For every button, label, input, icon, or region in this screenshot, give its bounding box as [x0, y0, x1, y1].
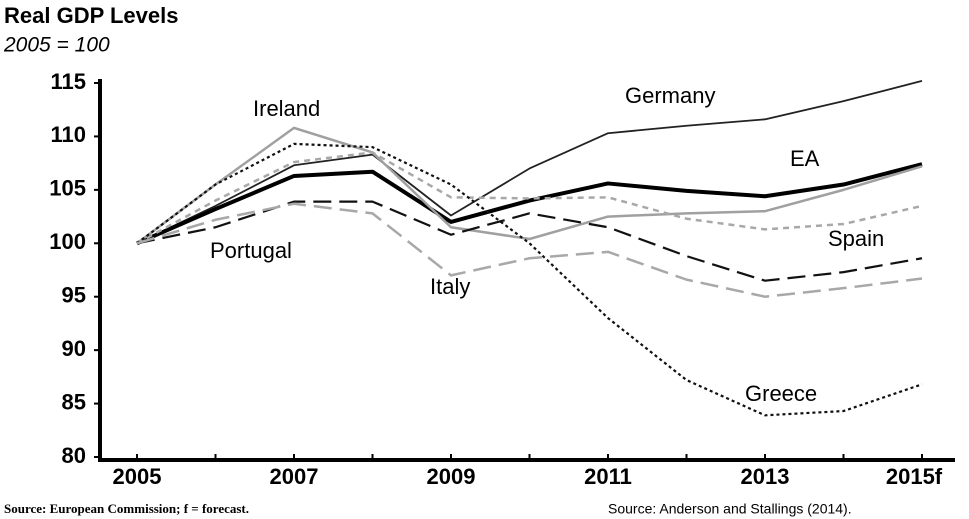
y-tick-label: 110 — [51, 122, 87, 147]
series-label: Germany — [625, 83, 715, 108]
y-tick-label: 100 — [49, 229, 86, 254]
x-tick-label: 2013 — [741, 464, 790, 489]
series-label: Italy — [430, 274, 470, 299]
series-label: EA — [790, 146, 820, 171]
series-label: Portugal — [210, 238, 292, 263]
source-note: Source: Anderson and Stallings (2014). — [608, 501, 852, 517]
series-label: Spain — [828, 226, 884, 251]
series-line — [136, 162, 923, 246]
y-tick-label: 115 — [51, 69, 87, 94]
x-tick-label: 2007 — [270, 464, 319, 489]
y-tick-label: 80 — [62, 443, 86, 468]
chart-title: Real GDP Levels — [4, 3, 178, 28]
y-tick-label: 90 — [62, 336, 86, 361]
y-tick-label: 95 — [62, 283, 86, 308]
series-label: Ireland — [253, 96, 320, 121]
x-tick-label: 2009 — [427, 464, 476, 489]
series-line — [136, 79, 923, 245]
x-tick-label: 2011 — [584, 464, 632, 489]
x-tick-label: 2015f — [886, 464, 943, 489]
series-line — [136, 151, 923, 245]
x-tick-label: 2005 — [113, 464, 162, 489]
y-tick-label: 105 — [49, 176, 86, 201]
source-note: Source: European Commission; f = forecas… — [4, 501, 249, 516]
series-line — [136, 126, 923, 245]
y-tick-label: 85 — [62, 389, 86, 414]
series-line — [136, 142, 923, 417]
series-label: Greece — [745, 381, 817, 406]
series-line — [136, 202, 923, 298]
chart-subtitle: 2005 = 100 — [3, 34, 110, 57]
